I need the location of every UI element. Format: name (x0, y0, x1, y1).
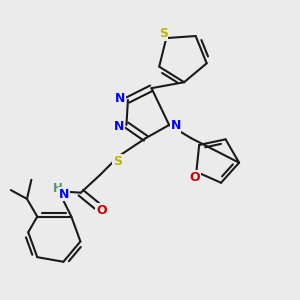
Text: S: S (113, 155, 122, 168)
Text: H: H (53, 182, 63, 195)
Text: O: O (190, 171, 200, 184)
Text: N: N (116, 92, 126, 105)
Text: S: S (159, 27, 168, 40)
Text: N: N (59, 188, 69, 201)
Text: N: N (114, 120, 124, 133)
Text: O: O (96, 204, 107, 217)
Text: N: N (170, 119, 181, 132)
